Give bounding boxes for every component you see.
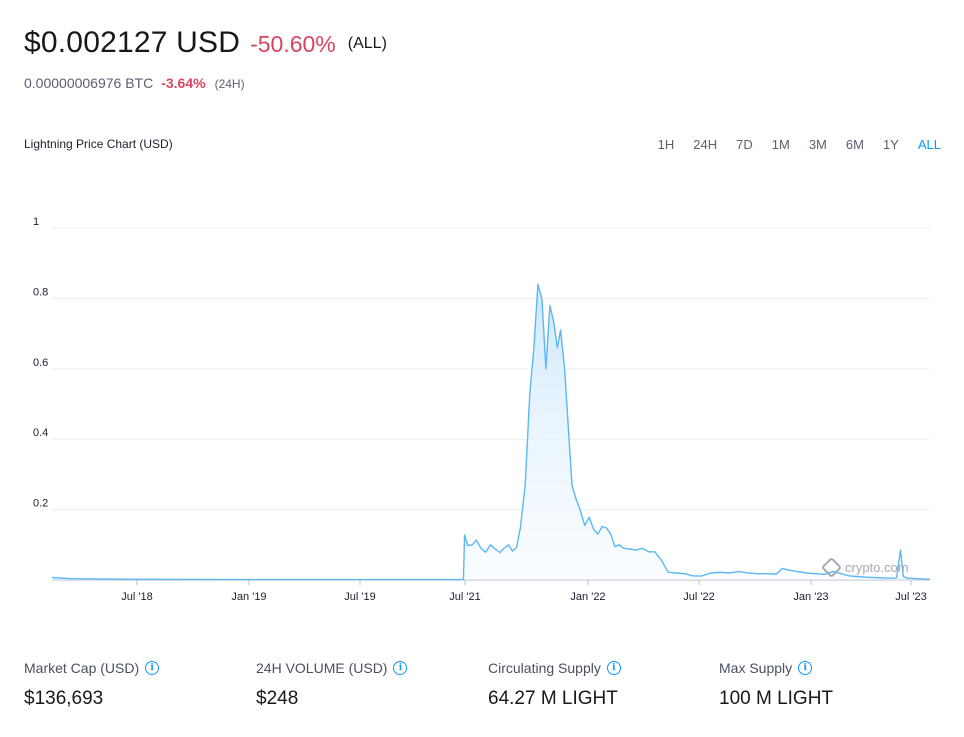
price-change-percent: -50.60% [250, 31, 336, 57]
time-range-tabs: 1H 24H 7D 1M 3M 6M 1Y ALL [639, 137, 941, 152]
crypto-com-logo-icon [820, 556, 843, 579]
info-circle-icon[interactable]: i [393, 661, 408, 675]
volume-label: 24H VOLUME (USD) [256, 660, 388, 676]
info-circle-icon[interactable]: i [798, 661, 813, 675]
volume-value: $248 [256, 688, 299, 709]
max-supply-value: 100 M LIGHT [719, 688, 834, 709]
tab-24h[interactable]: 24H [693, 137, 718, 152]
price-row: $0.002127 USD -50.60% (ALL) [24, 26, 387, 60]
y-tick-label: 0.4 [33, 427, 48, 439]
market-cap-label: Market Cap (USD) [24, 660, 140, 676]
tab-3m[interactable]: 3M [808, 137, 827, 152]
x-tick-label: Jan '22 [570, 591, 605, 603]
current-price: $0.002127 USD [24, 26, 241, 59]
circulating-supply-label: Circulating Supply [488, 660, 601, 676]
info-circle-icon[interactable]: i [145, 661, 160, 675]
x-tick-label: Jul '18 [121, 591, 152, 603]
tab-1m[interactable]: 1M [771, 137, 790, 152]
max-supply-stat: Max Supply i 100 M LIGHT [719, 660, 833, 710]
y-tick-label: 0.8 [33, 286, 48, 298]
x-tick-label: Jul '22 [683, 591, 714, 603]
price-chart[interactable]: 0.2 0.4 0.6 0.8 1 Jul '18 Jan '19 Jul '19 Jul '2… [0, 0, 964, 620]
x-tick-label: Jul '19 [344, 591, 375, 603]
tab-1y[interactable]: 1Y [882, 137, 899, 152]
price-line [51, 283, 931, 581]
tab-all[interactable]: ALL [917, 137, 941, 152]
y-tick-label: 0.2 [33, 498, 48, 510]
tab-7d[interactable]: 7D [736, 137, 753, 152]
volume-stat: 24H VOLUME (USD) i $248 [256, 660, 408, 710]
price-area-fill [52, 284, 930, 580]
price-change-range: (ALL) [347, 35, 387, 52]
btc-price: 0.00000006976 BTC [24, 75, 154, 91]
y-tick-label: 1 [33, 216, 39, 228]
btc-price-row: 0.00000006976 BTC -3.64% (24H) [24, 75, 245, 91]
chart-title: Lightning Price Chart (USD) [24, 137, 173, 151]
watermark-text: crypto.com [845, 560, 909, 575]
market-cap-value: $136,693 [24, 688, 104, 709]
crypto-com-watermark: crypto.com [820, 556, 909, 579]
btc-change-percent: -3.64% [161, 75, 206, 91]
circulating-supply-value: 64.27 M LIGHT [488, 688, 618, 709]
max-supply-label: Max Supply [719, 660, 793, 676]
x-tick-label: Jan '19 [231, 591, 266, 603]
x-tick-label: Jul '23 [895, 591, 926, 603]
y-tick-label: 0.6 [33, 357, 48, 369]
tab-6m[interactable]: 6M [845, 137, 864, 152]
market-cap-stat: Market Cap (USD) i $136,693 [24, 660, 160, 710]
circulating-supply-stat: Circulating Supply i 64.27 M LIGHT [488, 660, 621, 710]
x-tick-label: Jul '21 [449, 591, 480, 603]
info-circle-icon[interactable]: i [606, 661, 621, 675]
tab-1h[interactable]: 1H [657, 137, 675, 152]
x-tick-label: Jan '23 [793, 591, 828, 603]
btc-change-range: (24H) [214, 77, 245, 91]
